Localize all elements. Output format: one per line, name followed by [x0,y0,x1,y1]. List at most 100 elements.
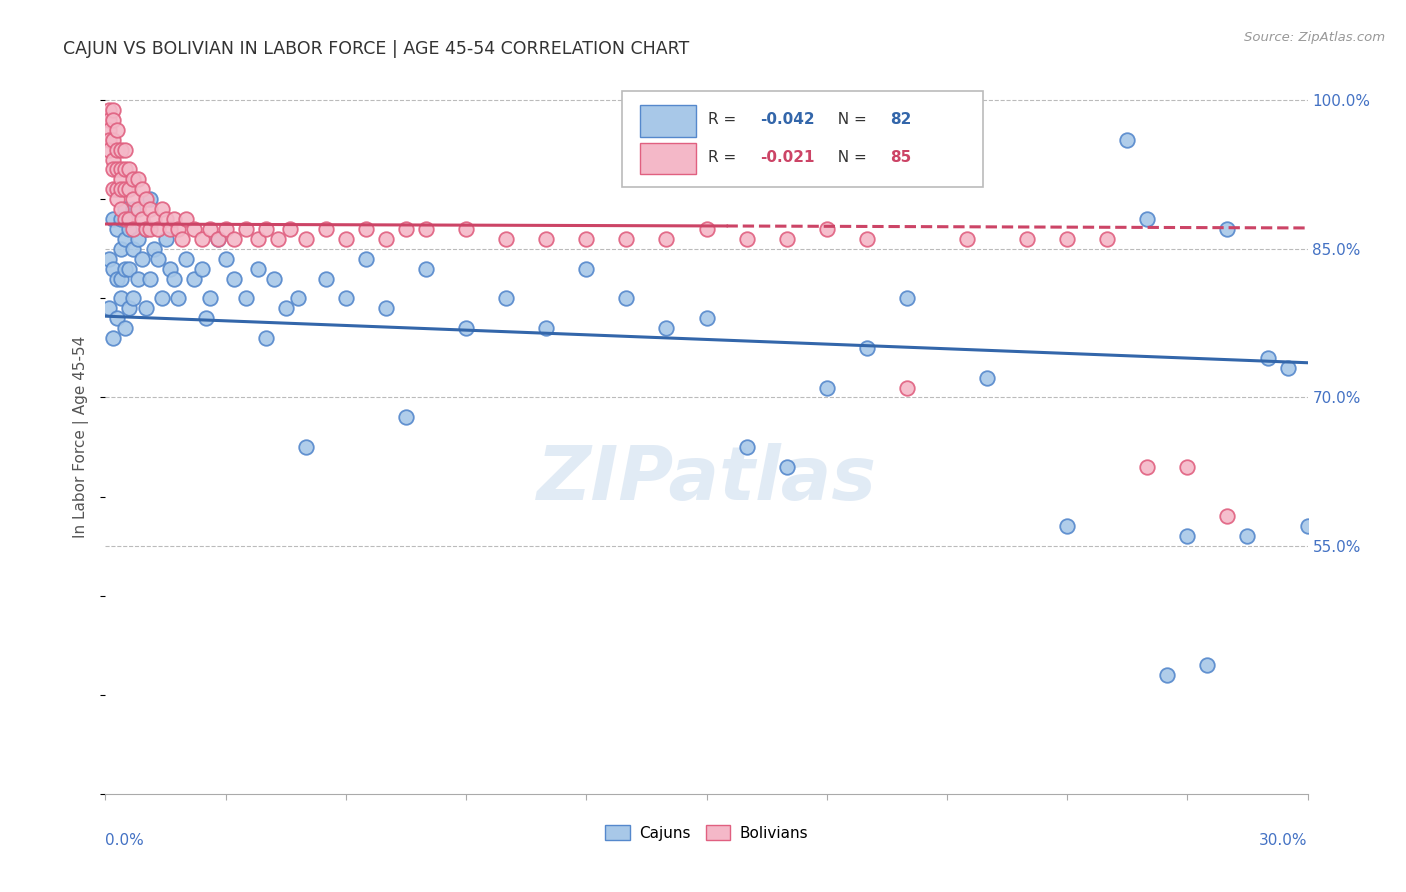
Point [110,242,132,256]
Point [254,222,277,236]
Point [135,222,157,236]
Point [776,232,799,246]
Point [135,222,157,236]
Point [575,232,598,246]
Text: R =: R = [707,112,741,127]
Point [696,311,718,326]
Point [98,133,121,147]
Point [235,222,257,236]
Text: 0.0%: 0.0% [105,833,145,848]
Point [155,232,177,246]
Point [114,182,136,196]
FancyBboxPatch shape [640,105,696,136]
Point [1197,658,1219,673]
Point [107,123,129,137]
Point [1296,519,1319,533]
Point [575,261,598,276]
Point [190,261,212,276]
Point [131,182,153,196]
Point [263,271,285,285]
Point [1177,459,1199,474]
Point [138,202,160,216]
Point [114,212,136,227]
Point [395,222,418,236]
Point [103,153,125,167]
Point [815,222,838,236]
Point [127,232,149,246]
Point [103,212,125,227]
Point [395,410,418,425]
Point [616,291,638,305]
Text: Source: ZipAtlas.com: Source: ZipAtlas.com [1244,31,1385,45]
Point [274,301,297,316]
Point [1236,529,1258,543]
Point [110,212,132,227]
Legend: Cajuns, Bolivians: Cajuns, Bolivians [599,819,814,847]
Point [735,440,758,454]
Point [655,321,678,335]
Point [107,143,129,157]
Point [103,162,125,177]
Point [295,232,318,246]
Text: 82: 82 [890,112,912,127]
Point [534,232,557,246]
Point [107,311,129,326]
Point [162,212,184,227]
Point [1136,459,1159,474]
Point [150,291,173,305]
Point [159,222,181,236]
Point [315,222,337,236]
Point [127,202,149,216]
Point [122,222,145,236]
Point [118,222,141,236]
Point [142,242,165,256]
Point [254,331,277,345]
Point [150,202,173,216]
Point [1277,360,1299,375]
Point [198,291,221,305]
Point [103,112,125,127]
Text: CAJUN VS BOLIVIAN IN LABOR FORCE | AGE 45-54 CORRELATION CHART: CAJUN VS BOLIVIAN IN LABOR FORCE | AGE 4… [63,40,689,58]
Point [354,222,377,236]
Point [1116,133,1139,147]
Point [131,212,153,227]
Point [98,112,121,127]
Point [127,172,149,186]
Point [142,212,165,227]
Point [1136,212,1159,227]
Point [335,232,357,246]
Point [118,162,141,177]
Point [135,192,157,206]
Point [98,123,121,137]
Point [374,232,398,246]
Point [246,261,269,276]
Point [103,103,125,117]
Point [454,321,477,335]
Text: ZIPatlas: ZIPatlas [537,443,876,516]
Point [495,291,517,305]
Point [207,232,229,246]
Point [155,212,177,227]
Point [315,271,337,285]
Point [198,222,221,236]
Point [107,192,129,206]
Point [127,271,149,285]
Point [166,291,188,305]
Point [98,103,121,117]
Point [896,380,918,394]
FancyBboxPatch shape [623,91,983,187]
Point [415,261,437,276]
Point [415,222,437,236]
Point [1257,351,1279,365]
Point [696,222,718,236]
Point [190,232,212,246]
Point [222,232,245,246]
Point [235,291,257,305]
Point [454,222,477,236]
Point [183,222,205,236]
Text: N =: N = [828,150,872,165]
Point [354,252,377,266]
Point [118,212,141,227]
Point [1056,232,1078,246]
Point [776,459,799,474]
